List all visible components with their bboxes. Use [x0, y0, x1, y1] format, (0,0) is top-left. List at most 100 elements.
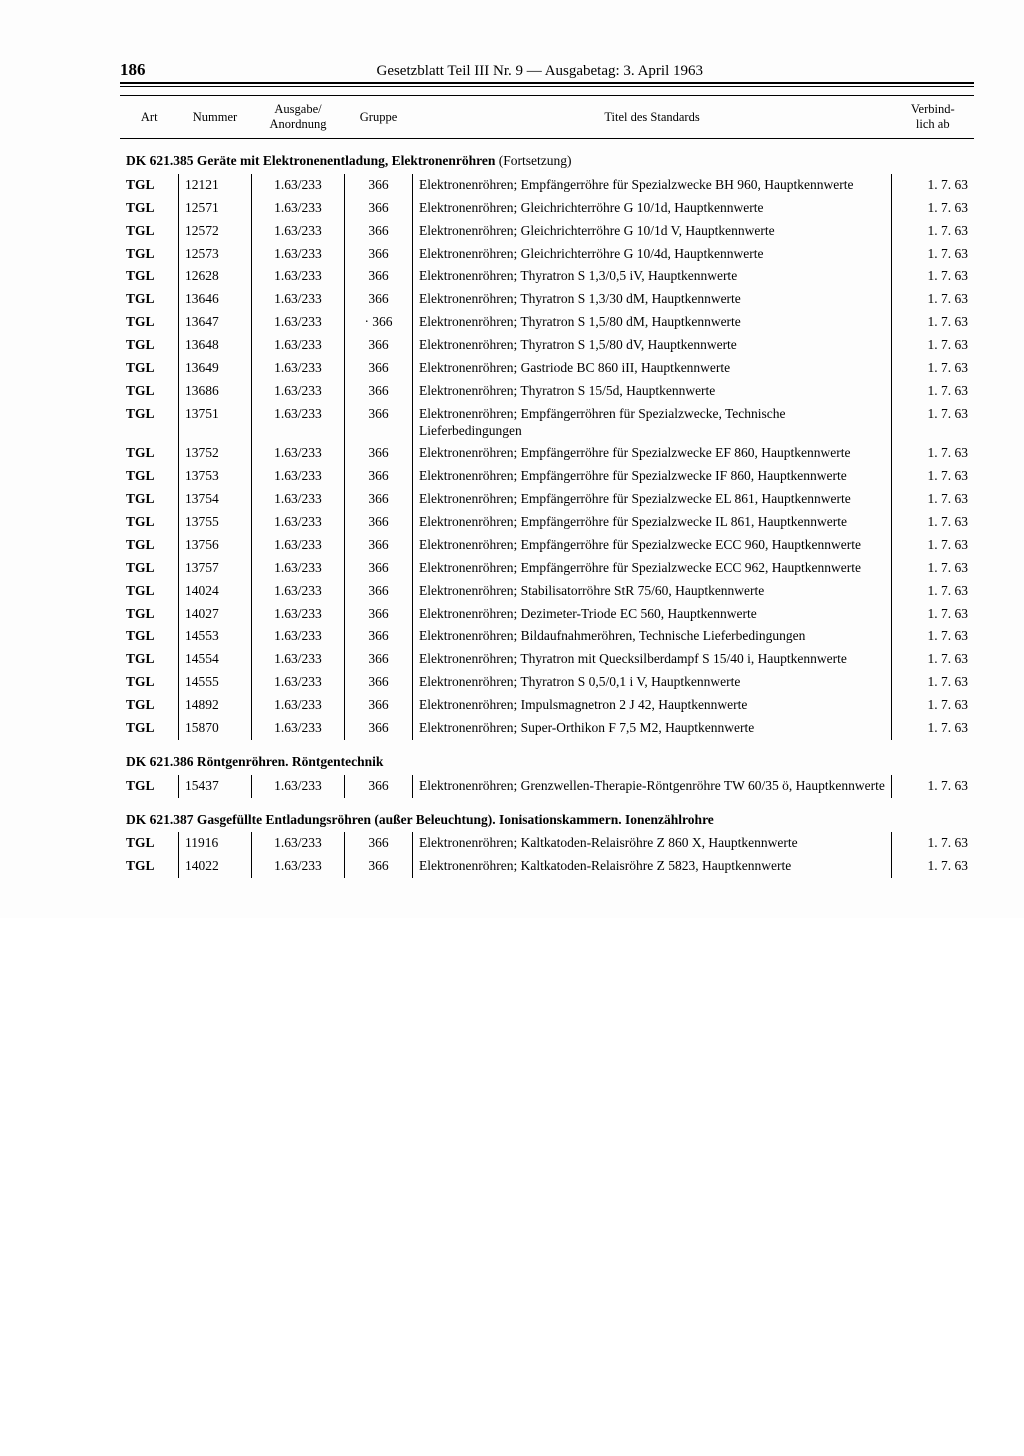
cell-nummer: 14553: [179, 625, 252, 648]
cell-titel: Elektronenröhren; Thyratron mit Quecksil…: [413, 648, 892, 671]
cell-ausgabe: 1.63/233: [252, 580, 345, 603]
cell-art: TGL: [120, 488, 179, 511]
cell-nummer: 12628: [179, 265, 252, 288]
cell-nummer: 13751: [179, 403, 252, 443]
cell-art: TGL: [120, 557, 179, 580]
cell-verbindlich: 1. 7. 63: [892, 832, 975, 855]
cell-verbindlich: 1. 7. 63: [892, 465, 975, 488]
table-row: TGL145541.63/233366Elektronenröhren; Thy…: [120, 648, 974, 671]
cell-ausgabe: 1.63/233: [252, 465, 345, 488]
cell-gruppe: 366: [345, 511, 413, 534]
cell-titel: Elektronenröhren; Empfängerröhren für Sp…: [413, 403, 892, 443]
table-row: TGL125731.63/233366Elektronenröhren; Gle…: [120, 243, 974, 266]
cell-gruppe: 366: [345, 357, 413, 380]
table-row: TGL137561.63/233366Elektronenröhren; Emp…: [120, 534, 974, 557]
cell-art: TGL: [120, 671, 179, 694]
cell-art: TGL: [120, 311, 179, 334]
cell-verbindlich: 1. 7. 63: [892, 288, 975, 311]
cell-gruppe: 366: [345, 580, 413, 603]
cell-nummer: 15870: [179, 717, 252, 740]
cell-verbindlich: 1. 7. 63: [892, 580, 975, 603]
table-row: TGL140221.63/233366Elektronenröhren; Kal…: [120, 855, 974, 878]
cell-titel: Elektronenröhren; Thyratron S 0,5/0,1 i …: [413, 671, 892, 694]
cell-art: TGL: [120, 855, 179, 878]
cell-titel: Elektronenröhren; Empfängerröhre für Spe…: [413, 174, 892, 197]
cell-titel: Elektronenröhren; Empfängerröhre für Spe…: [413, 465, 892, 488]
cell-nummer: 13646: [179, 288, 252, 311]
table-row: TGL136491.63/233366Elektronenröhren; Gas…: [120, 357, 974, 380]
cell-art: TGL: [120, 717, 179, 740]
cell-nummer: 15437: [179, 775, 252, 798]
cell-verbindlich: 1. 7. 63: [892, 311, 975, 334]
cell-verbindlich: 1. 7. 63: [892, 442, 975, 465]
cell-verbindlich: 1. 7. 63: [892, 625, 975, 648]
cell-nummer: 13754: [179, 488, 252, 511]
cell-art: TGL: [120, 197, 179, 220]
table-row: TGL125721.63/233366Elektronenröhren; Gle…: [120, 220, 974, 243]
cell-nummer: 13648: [179, 334, 252, 357]
col-verbindlich: Verbind- lich ab: [892, 96, 975, 139]
cell-titel: Elektronenröhren; Kaltkatoden-Relaisröhr…: [413, 855, 892, 878]
cell-titel: Elektronenröhren; Bildaufnahmeröhren, Te…: [413, 625, 892, 648]
cell-verbindlich: 1. 7. 63: [892, 855, 975, 878]
cell-gruppe: 366: [345, 197, 413, 220]
cell-gruppe: 366: [345, 465, 413, 488]
cell-ausgabe: 1.63/233: [252, 557, 345, 580]
cell-verbindlich: 1. 7. 63: [892, 694, 975, 717]
table-row: TGL136481.63/233366Elektronenröhren; Thy…: [120, 334, 974, 357]
standards-table: Art Nummer Ausgabe/ Anordnung Gruppe Tit…: [120, 95, 974, 878]
cell-nummer: 13752: [179, 442, 252, 465]
cell-ausgabe: 1.63/233: [252, 855, 345, 878]
cell-gruppe: 366: [345, 832, 413, 855]
cell-ausgabe: 1.63/233: [252, 832, 345, 855]
cell-art: TGL: [120, 603, 179, 626]
col-titel: Titel des Standards: [413, 96, 892, 139]
cell-art: TGL: [120, 334, 179, 357]
table-row: TGL137541.63/233366Elektronenröhren; Emp…: [120, 488, 974, 511]
cell-gruppe: 366: [345, 534, 413, 557]
col-ausgabe: Ausgabe/ Anordnung: [252, 96, 345, 139]
cell-titel: Elektronenröhren; Stabilisatorröhre StR …: [413, 580, 892, 603]
cell-gruppe: 366: [345, 220, 413, 243]
cell-ausgabe: 1.63/233: [252, 243, 345, 266]
section-heading: DK 621.386 Röntgenröhren. Röntgentechnik: [120, 740, 974, 775]
cell-nummer: 11916: [179, 832, 252, 855]
cell-titel: Elektronenröhren; Dezimeter-Triode EC 56…: [413, 603, 892, 626]
cell-art: TGL: [120, 442, 179, 465]
cell-gruppe: 366: [345, 334, 413, 357]
cell-gruppe: 366: [345, 403, 413, 443]
cell-gruppe: 366: [345, 288, 413, 311]
cell-ausgabe: 1.63/233: [252, 694, 345, 717]
cell-titel: Elektronenröhren; Empfängerröhre für Spe…: [413, 557, 892, 580]
table-row: TGL145551.63/233366Elektronenröhren; Thy…: [120, 671, 974, 694]
cell-ausgabe: 1.63/233: [252, 197, 345, 220]
table-row: TGL137521.63/233366Elektronenröhren; Emp…: [120, 442, 974, 465]
cell-ausgabe: 1.63/233: [252, 648, 345, 671]
cell-verbindlich: 1. 7. 63: [892, 357, 975, 380]
cell-titel: Elektronenröhren; Impulsmagnetron 2 J 42…: [413, 694, 892, 717]
table-header: Art Nummer Ausgabe/ Anordnung Gruppe Tit…: [120, 96, 974, 139]
cell-gruppe: 366: [345, 488, 413, 511]
cell-verbindlich: 1. 7. 63: [892, 197, 975, 220]
cell-nummer: 12571: [179, 197, 252, 220]
cell-verbindlich: 1. 7. 63: [892, 603, 975, 626]
table-row: TGL148921.63/233366Elektronenröhren; Imp…: [120, 694, 974, 717]
cell-verbindlich: 1. 7. 63: [892, 334, 975, 357]
cell-titel: Elektronenröhren; Empfängerröhre für Spe…: [413, 511, 892, 534]
cell-nummer: 14555: [179, 671, 252, 694]
cell-titel: Elektronenröhren; Thyratron S 1,3/0,5 iV…: [413, 265, 892, 288]
cell-ausgabe: 1.63/233: [252, 488, 345, 511]
cell-titel: Elektronenröhren; Gastriode BC 860 iII, …: [413, 357, 892, 380]
cell-titel: Elektronenröhren; Thyratron S 1,3/30 dM,…: [413, 288, 892, 311]
cell-gruppe: 366: [345, 174, 413, 197]
cell-verbindlich: 1. 7. 63: [892, 380, 975, 403]
table-row: TGL158701.63/233366Elektronenröhren; Sup…: [120, 717, 974, 740]
cell-gruppe: 366: [345, 855, 413, 878]
cell-ausgabe: 1.63/233: [252, 442, 345, 465]
cell-ausgabe: 1.63/233: [252, 534, 345, 557]
page-number: 186: [120, 60, 146, 80]
header-underline: [120, 86, 974, 87]
cell-art: TGL: [120, 580, 179, 603]
cell-titel: Elektronenröhren; Kaltkatoden-Relaisröhr…: [413, 832, 892, 855]
section-heading-row: DK 621.387 Gasgefüllte Entladungsröhren …: [120, 798, 974, 833]
